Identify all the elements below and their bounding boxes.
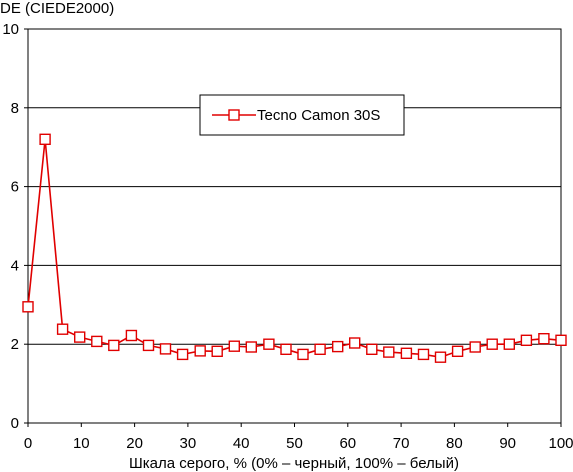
y-tick-label: 0 [11, 415, 19, 432]
x-tick-label: 100 [548, 435, 573, 452]
data-point [297, 348, 309, 361]
data-point [314, 343, 326, 355]
data-point [366, 343, 378, 355]
y-tick-labels: 0 2 4 6 8 10 [2, 21, 28, 432]
x-tick-label: 70 [393, 435, 410, 452]
data-point [349, 337, 361, 349]
x-tick-label: 30 [180, 435, 197, 452]
data-point [159, 343, 172, 355]
data-point [434, 351, 447, 363]
x-axis-title: Шкала серого, % (0% – черный, 100% – бел… [129, 455, 459, 472]
data-points [22, 133, 567, 363]
y-tick-label: 4 [11, 257, 19, 274]
data-point [22, 301, 34, 313]
series-line [27, 139, 562, 359]
x-tick-label: 50 [286, 435, 303, 452]
y-tick-label: 2 [11, 336, 19, 353]
data-point [91, 335, 103, 348]
data-point [176, 348, 189, 361]
x-tick-labels: 0 10 20 30 40 50 60 70 80 90 100 [24, 423, 573, 452]
data-point [56, 323, 69, 335]
x-tick-label: 0 [24, 435, 32, 452]
data-point [125, 329, 138, 342]
data-point [538, 333, 550, 345]
y-tick-label: 10 [2, 21, 19, 38]
data-point [211, 345, 223, 357]
y-tick-label: 8 [11, 100, 19, 117]
data-point [469, 341, 481, 353]
grid-lines [28, 107, 561, 345]
x-tick-label: 20 [126, 435, 143, 452]
data-point [245, 341, 258, 353]
x-tick-label: 90 [499, 435, 516, 452]
data-point [142, 339, 155, 352]
legend: Tecno Camon 30S [199, 94, 405, 136]
legend-marker [228, 109, 240, 121]
x-tick-label: 60 [339, 435, 356, 452]
data-point [108, 339, 120, 352]
data-point [400, 347, 413, 359]
data-point [194, 345, 206, 357]
data-point [263, 338, 275, 350]
data-point [332, 340, 344, 353]
y-axis-title: DE (CIEDE2000) [0, 0, 114, 17]
data-point [451, 345, 464, 357]
data-point [486, 338, 498, 350]
x-tick-label: 40 [233, 435, 250, 452]
data-point [555, 334, 567, 346]
y-tick-label: 6 [11, 179, 19, 196]
plot-area [27, 28, 562, 424]
data-point [417, 348, 430, 361]
data-point [503, 338, 515, 350]
x-tick-label: 80 [446, 435, 463, 452]
legend-label: Tecno Camon 30S [257, 107, 380, 124]
data-point [39, 133, 51, 146]
data-point [520, 334, 533, 346]
data-point [383, 346, 395, 358]
data-point [73, 331, 86, 343]
data-point [280, 343, 292, 355]
data-point [228, 340, 241, 352]
x-tick-label: 10 [73, 435, 90, 452]
